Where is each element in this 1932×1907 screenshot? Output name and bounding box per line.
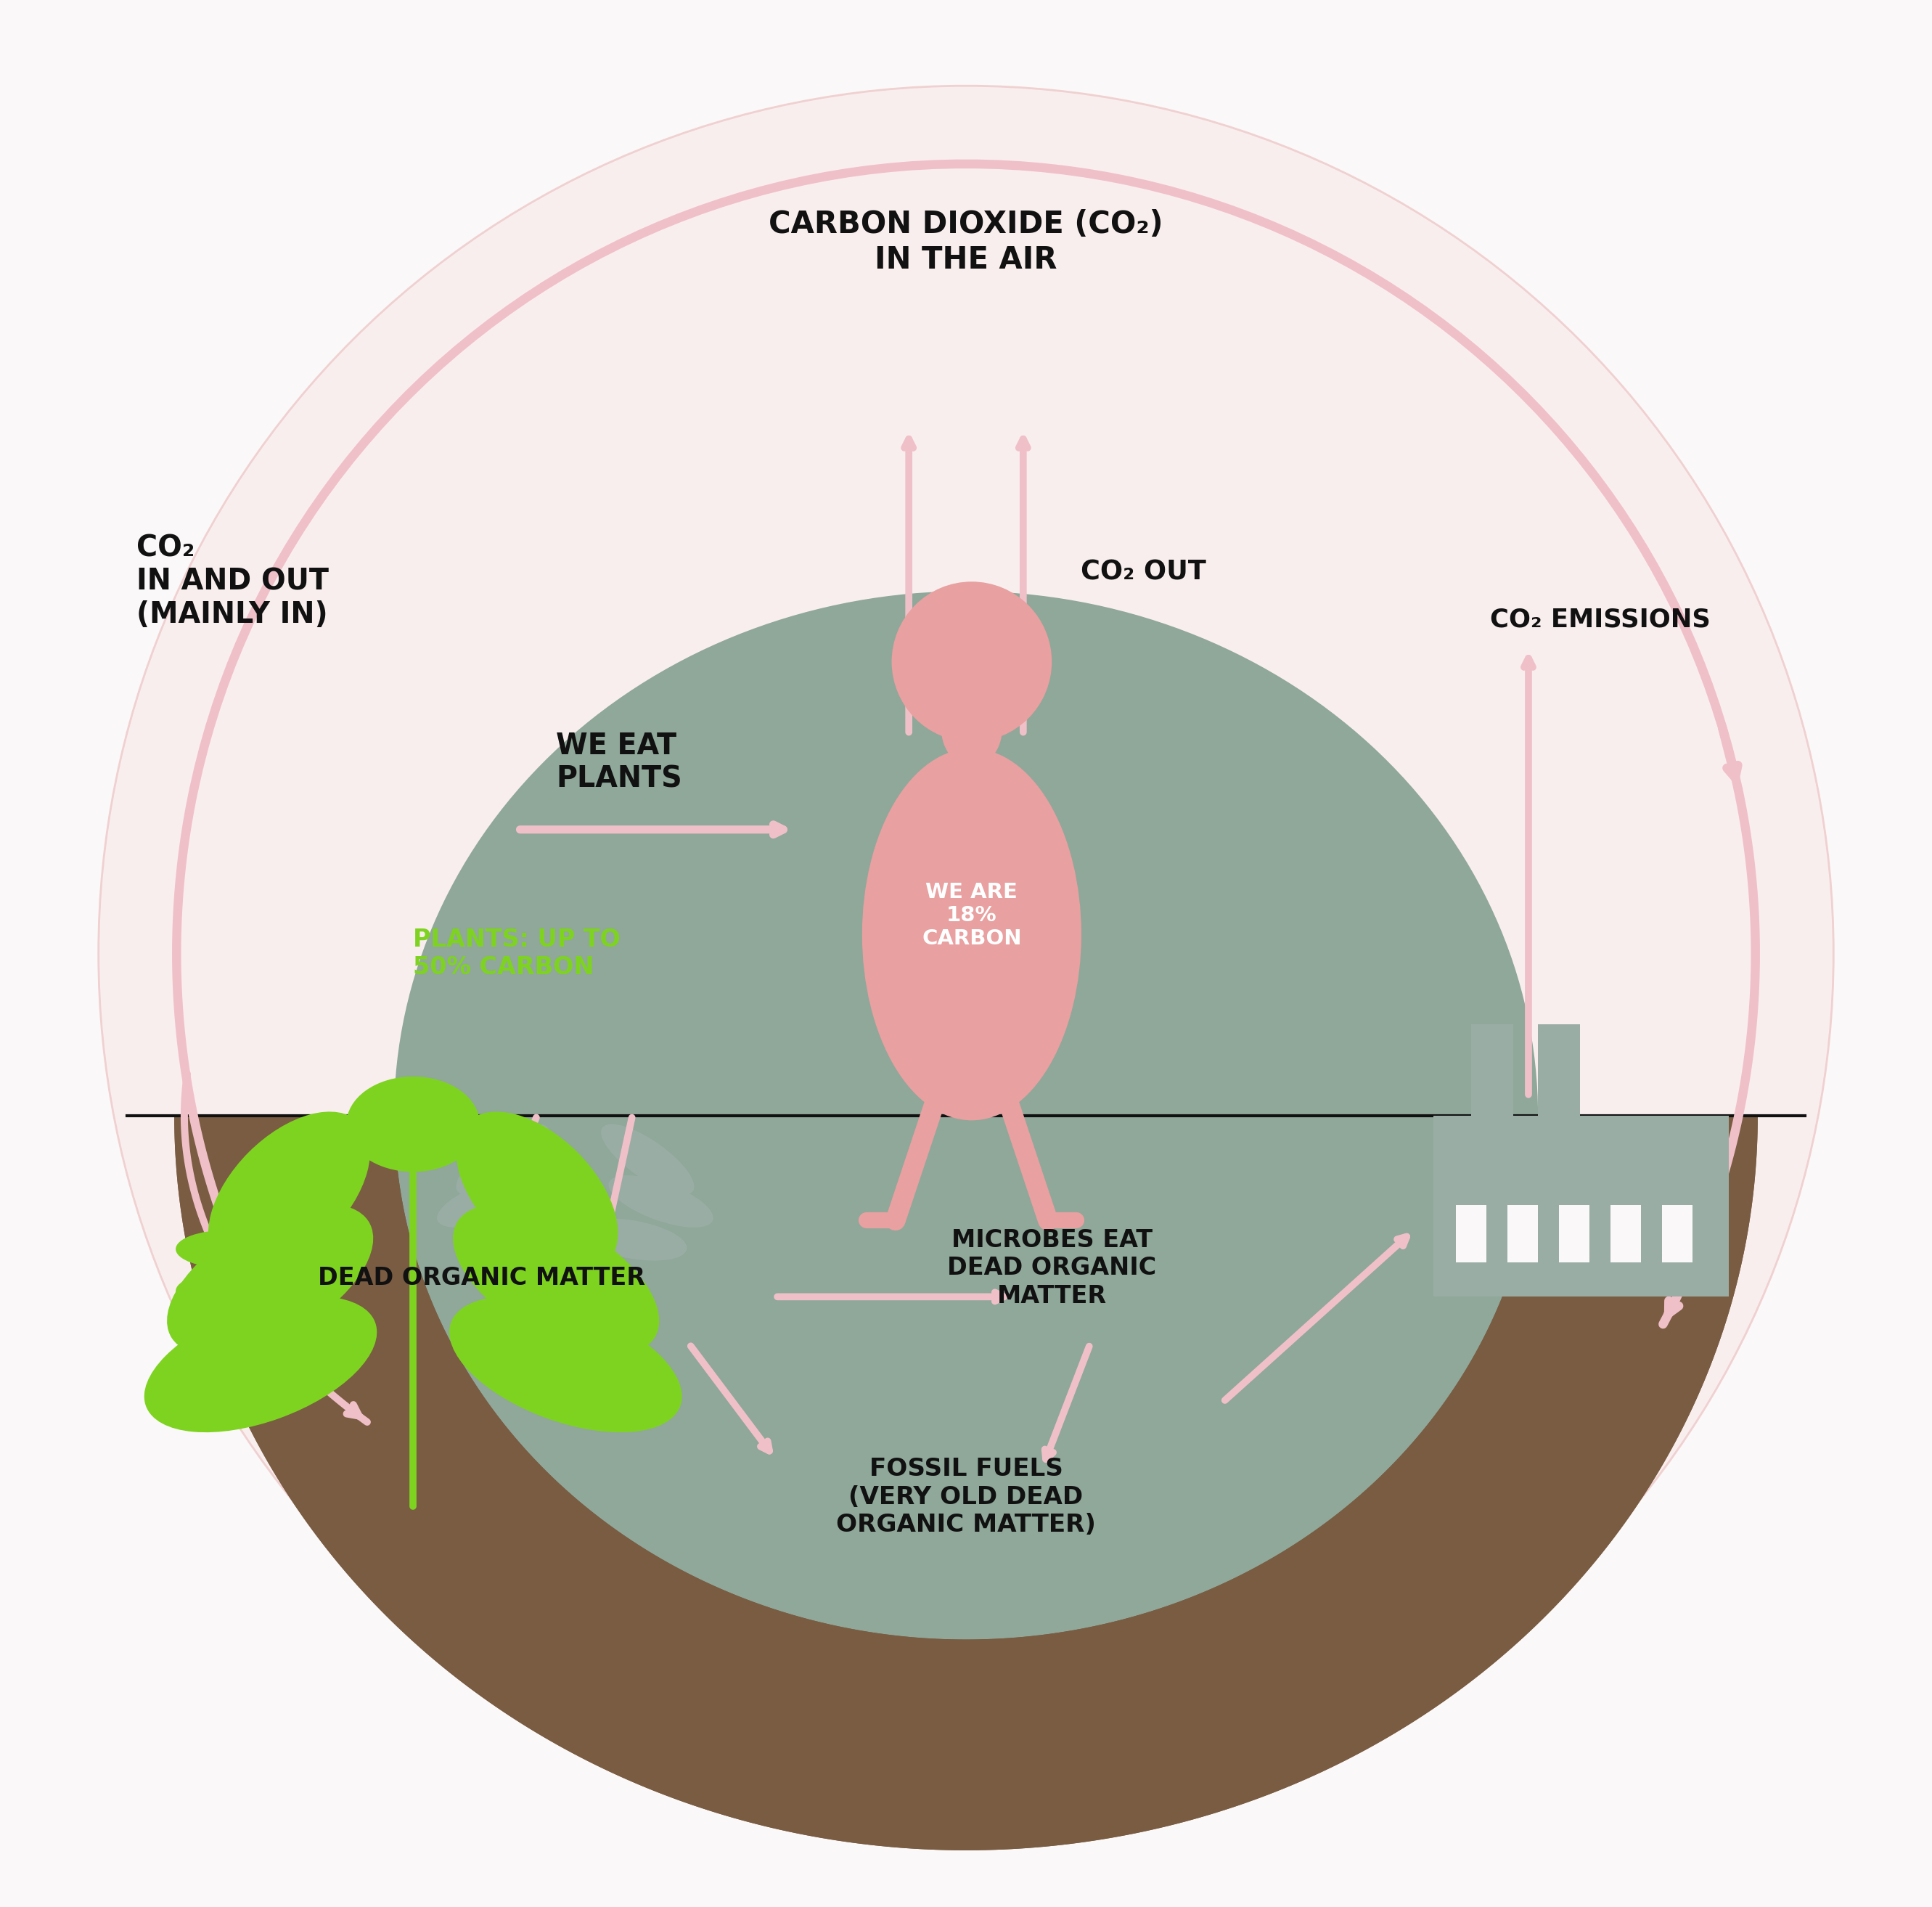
Polygon shape — [394, 1116, 1538, 1640]
Text: CARBON DIOXIDE (CO₂)
IN THE AIR: CARBON DIOXIDE (CO₂) IN THE AIR — [769, 210, 1163, 275]
Ellipse shape — [941, 690, 1003, 767]
Text: FOSSIL FUELS
(VERY OLD DEAD
ORGANIC MATTER): FOSSIL FUELS (VERY OLD DEAD ORGANIC MATT… — [837, 1457, 1095, 1537]
Ellipse shape — [578, 1219, 688, 1261]
Circle shape — [99, 86, 1833, 1821]
Ellipse shape — [209, 1112, 371, 1274]
Bar — [1611, 1205, 1640, 1262]
Ellipse shape — [609, 1175, 713, 1228]
Ellipse shape — [862, 748, 1082, 1121]
Ellipse shape — [176, 1230, 280, 1268]
Bar — [1472, 1024, 1513, 1116]
Bar — [1662, 1205, 1692, 1262]
Ellipse shape — [394, 591, 1538, 1640]
Text: MICROBES EAT
DEAD ORGANIC
MATTER: MICROBES EAT DEAD ORGANIC MATTER — [947, 1228, 1157, 1308]
Ellipse shape — [346, 1077, 479, 1171]
Bar — [1457, 1205, 1486, 1262]
Ellipse shape — [176, 1272, 280, 1310]
Ellipse shape — [502, 1203, 564, 1264]
Ellipse shape — [145, 1297, 377, 1432]
Ellipse shape — [437, 1175, 541, 1228]
Polygon shape — [174, 1116, 1758, 1850]
Ellipse shape — [166, 1203, 373, 1356]
Text: CO₂ OUT: CO₂ OUT — [1080, 559, 1206, 585]
Ellipse shape — [601, 1123, 694, 1196]
Bar — [1507, 1205, 1538, 1262]
Text: CO₂ EMISSIONS: CO₂ EMISSIONS — [1490, 608, 1712, 631]
Text: WE ARE
18%
CARBON: WE ARE 18% CARBON — [922, 881, 1022, 950]
Polygon shape — [174, 1116, 1758, 1850]
Ellipse shape — [456, 1123, 549, 1196]
Ellipse shape — [450, 1297, 682, 1432]
Bar — [1559, 1205, 1590, 1262]
Ellipse shape — [502, 1272, 564, 1333]
Ellipse shape — [456, 1112, 618, 1274]
Ellipse shape — [452, 1203, 659, 1356]
Circle shape — [893, 582, 1051, 742]
Text: CO₂
IN AND OUT
(MAINLY IN): CO₂ IN AND OUT (MAINLY IN) — [137, 534, 328, 629]
Bar — [1434, 1116, 1729, 1297]
Text: DEAD ORGANIC MATTER: DEAD ORGANIC MATTER — [317, 1266, 645, 1289]
Ellipse shape — [464, 1219, 572, 1261]
Text: PLANTS: UP TO
50% CARBON: PLANTS: UP TO 50% CARBON — [413, 927, 620, 980]
Bar — [1538, 1024, 1580, 1116]
Ellipse shape — [481, 1180, 516, 1261]
Text: WE EAT
PLANTS: WE EAT PLANTS — [556, 732, 682, 793]
Ellipse shape — [176, 1314, 280, 1352]
